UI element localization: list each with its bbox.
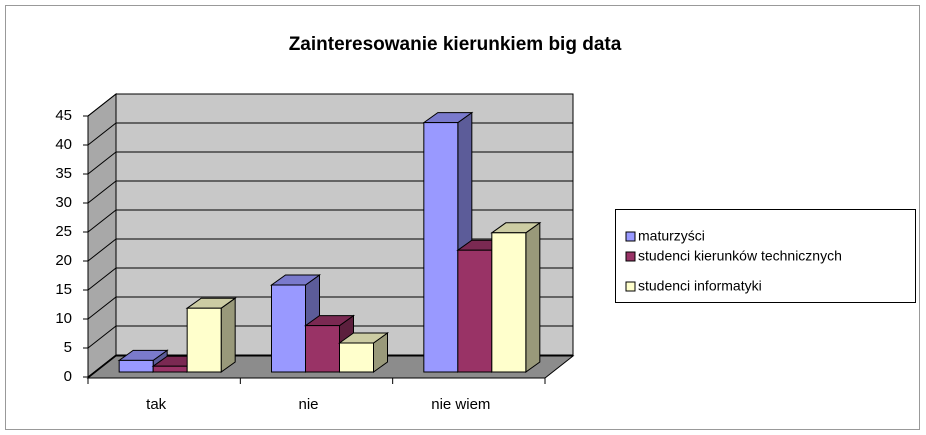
grid-line: [87, 209, 573, 233]
y-tick-label: 20: [55, 252, 72, 269]
bar: [339, 342, 374, 373]
bar: [118, 359, 154, 373]
grid-line: [87, 267, 573, 291]
bar: [491, 232, 527, 373]
grid-line: [87, 238, 573, 262]
y-tick-label: 40: [55, 136, 72, 153]
x-tick-label: tak: [146, 396, 167, 413]
y-tick-label: 10: [55, 310, 72, 327]
bar: [152, 365, 188, 373]
legend-swatch: [625, 251, 636, 262]
bar: [423, 122, 459, 373]
y-tick-label: 25: [55, 223, 72, 240]
chart-title: Zainteresowanie kierunkiem big data: [289, 34, 622, 55]
legend-label: studenci kierunków technicznych: [638, 248, 842, 264]
legend-swatch: [625, 281, 636, 292]
bar: [457, 249, 493, 373]
bar: [271, 284, 306, 373]
bar: [186, 307, 222, 373]
legend: [615, 209, 916, 303]
bar: [305, 325, 340, 373]
grid-line: [87, 151, 573, 175]
y-tick-label: 45: [55, 107, 72, 124]
y-tick-label: 5: [64, 339, 72, 356]
y-tick-label: 0: [64, 368, 72, 385]
bar-side: [525, 221, 541, 373]
grid-line: [87, 93, 573, 117]
grid-line: [87, 180, 573, 204]
legend-swatch: [625, 231, 636, 242]
legend-label: studenci informatyki: [638, 278, 762, 294]
grid-line: [87, 354, 573, 378]
legend-label: maturzyści: [638, 228, 705, 244]
x-tick-label: nie wiem: [431, 396, 490, 413]
grid-line: [87, 296, 573, 320]
grid-line: [87, 122, 573, 146]
x-tick-label: nie: [298, 396, 318, 413]
bar-side: [220, 297, 236, 373]
y-tick-label: 30: [55, 194, 72, 211]
y-tick-label: 15: [55, 281, 72, 298]
y-tick-label: 35: [55, 165, 72, 182]
side-wall: [87, 92, 117, 379]
grid-line: [87, 325, 573, 349]
